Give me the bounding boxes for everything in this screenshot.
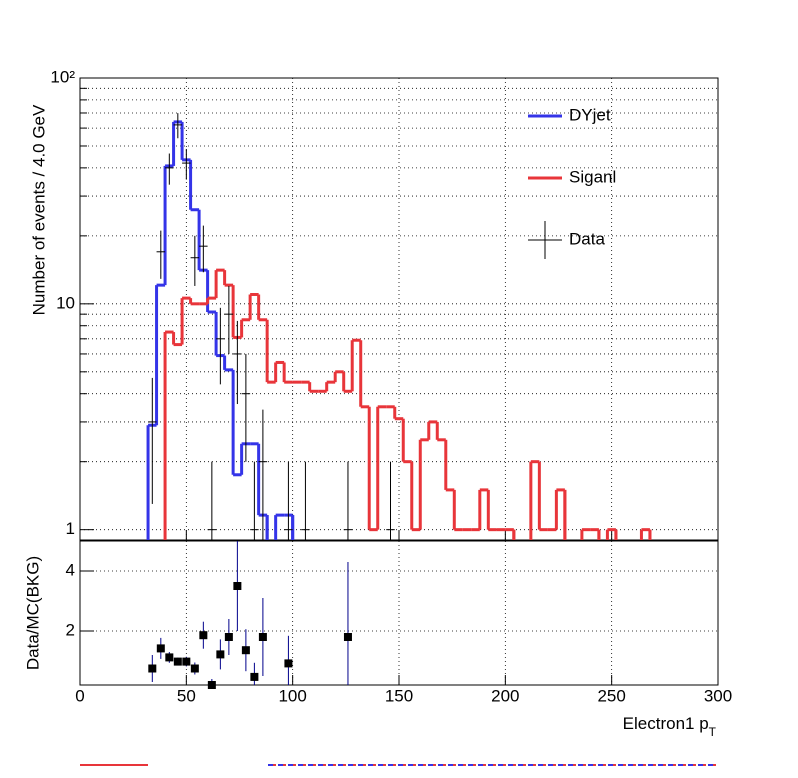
ratio-point — [216, 650, 225, 659]
ratio-point — [343, 633, 352, 641]
ratio-point — [284, 659, 293, 668]
x-tick-label: 250 — [597, 686, 625, 705]
x-tick-label: 150 — [385, 686, 413, 705]
x-tick-label: 100 — [278, 686, 306, 705]
x-tick-label: 300 — [704, 686, 732, 705]
ratio-point — [173, 657, 182, 666]
ratio-point — [233, 582, 242, 590]
x-axis-title: Electron1 pT — [623, 714, 717, 739]
ratio-y-axis-title: Data/MC(BKG) — [23, 556, 42, 670]
ratio-point — [165, 653, 174, 662]
ratio-point — [199, 631, 208, 640]
legend-label: Siganl — [569, 167, 616, 186]
legend-label: DYjet — [569, 105, 611, 124]
ratio-point — [224, 633, 233, 641]
x-axis-title-subscript: T — [709, 725, 717, 739]
frame — [79, 540, 719, 686]
ratio-point — [156, 644, 165, 653]
x-axis-title-text: Electron1 p — [623, 714, 709, 733]
ratio-point — [207, 681, 216, 689]
y-tick-label: 2 — [66, 620, 75, 639]
ratio-point — [182, 657, 191, 666]
ratio-point — [148, 664, 157, 673]
x-tick-label: 50 — [177, 686, 196, 705]
frame — [79, 77, 719, 541]
y-axis-title: Number of events / 4.0 GeV — [29, 104, 48, 315]
y-tick-label: 10 — [56, 293, 75, 312]
ratio-point — [258, 633, 267, 641]
y-tick-label: 1 — [66, 519, 75, 538]
y-tick-label: 4 — [66, 560, 75, 579]
x-tick-label: 200 — [491, 686, 519, 705]
ratio-point — [241, 646, 250, 655]
ratio-point — [190, 664, 199, 673]
x-tick-label: 0 — [75, 686, 84, 705]
legend-label: Data — [569, 229, 605, 248]
ratio-point — [250, 672, 259, 681]
y-tick-label: 10² — [50, 67, 75, 86]
